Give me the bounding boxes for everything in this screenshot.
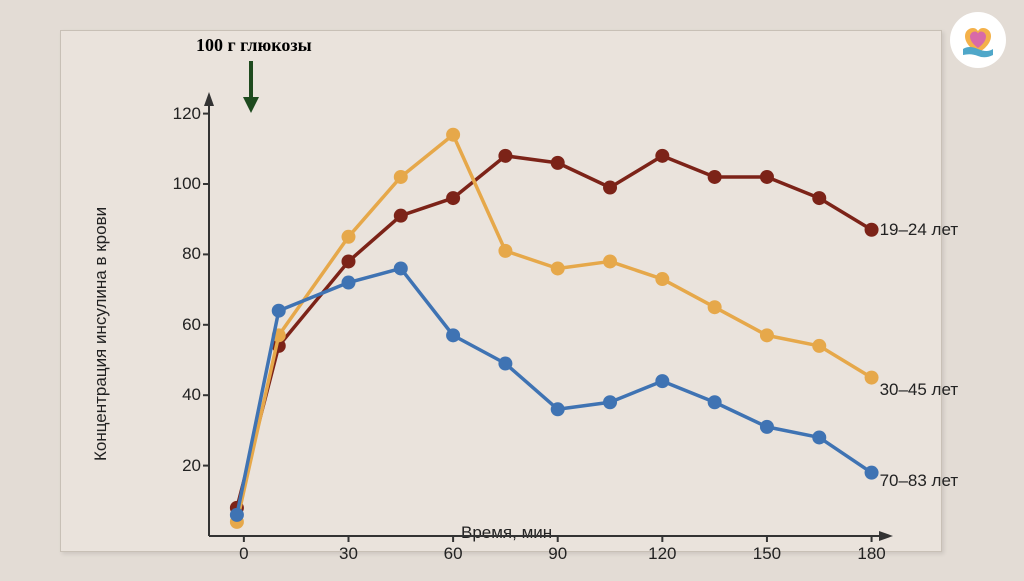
xtick-label: 30 [333,544,363,564]
series-marker [708,395,722,409]
xtick-label: 120 [647,544,677,564]
ytick-label: 80 [165,244,201,264]
series-marker [394,261,408,275]
series-marker [341,254,355,268]
series-marker [865,371,879,385]
series-marker [446,191,460,205]
series-marker [812,191,826,205]
logo-icon [950,12,1006,68]
series-marker [655,374,669,388]
ytick-label: 100 [165,174,201,194]
series-marker [498,244,512,258]
series-marker [394,170,408,184]
series-marker [603,395,617,409]
series-marker [655,149,669,163]
series-marker [708,170,722,184]
series-label-age_30_45: 30–45 лет [880,380,959,400]
series-marker [603,254,617,268]
series-line-age_70_83 [237,268,872,514]
series-label-age_70_83: 70–83 лет [880,471,959,491]
ytick-label: 40 [165,385,201,405]
xtick-label: 90 [543,544,573,564]
series-marker [498,357,512,371]
series-marker [760,420,774,434]
series-marker [551,402,565,416]
xtick-label: 150 [752,544,782,564]
series-marker [341,276,355,290]
series-marker [760,328,774,342]
series-line-age_19_24 [237,156,872,508]
series-marker [446,128,460,142]
series-marker [865,223,879,237]
series-marker [446,328,460,342]
xtick-label: 0 [229,544,259,564]
series-marker [341,230,355,244]
series-marker [760,170,774,184]
ytick-label: 60 [165,315,201,335]
series-marker [603,181,617,195]
series-marker [272,304,286,318]
series-marker [394,209,408,223]
series-marker [865,466,879,480]
ytick-label: 20 [165,456,201,476]
series-marker [812,430,826,444]
series-marker [230,508,244,522]
series-label-age_19_24: 19–24 лет [880,220,959,240]
ytick-label: 120 [165,104,201,124]
series-marker [708,300,722,314]
series-marker [551,156,565,170]
series-marker [551,261,565,275]
chart-card: 100 г глюкозы Концентрация инсулина в кр… [60,30,942,552]
xtick-label: 60 [438,544,468,564]
series-marker [812,339,826,353]
series-marker [498,149,512,163]
series-line-age_30_45 [237,135,872,522]
page: 100 г глюкозы Концентрация инсулина в кр… [0,0,1024,581]
xtick-label: 180 [857,544,887,564]
series-marker [655,272,669,286]
